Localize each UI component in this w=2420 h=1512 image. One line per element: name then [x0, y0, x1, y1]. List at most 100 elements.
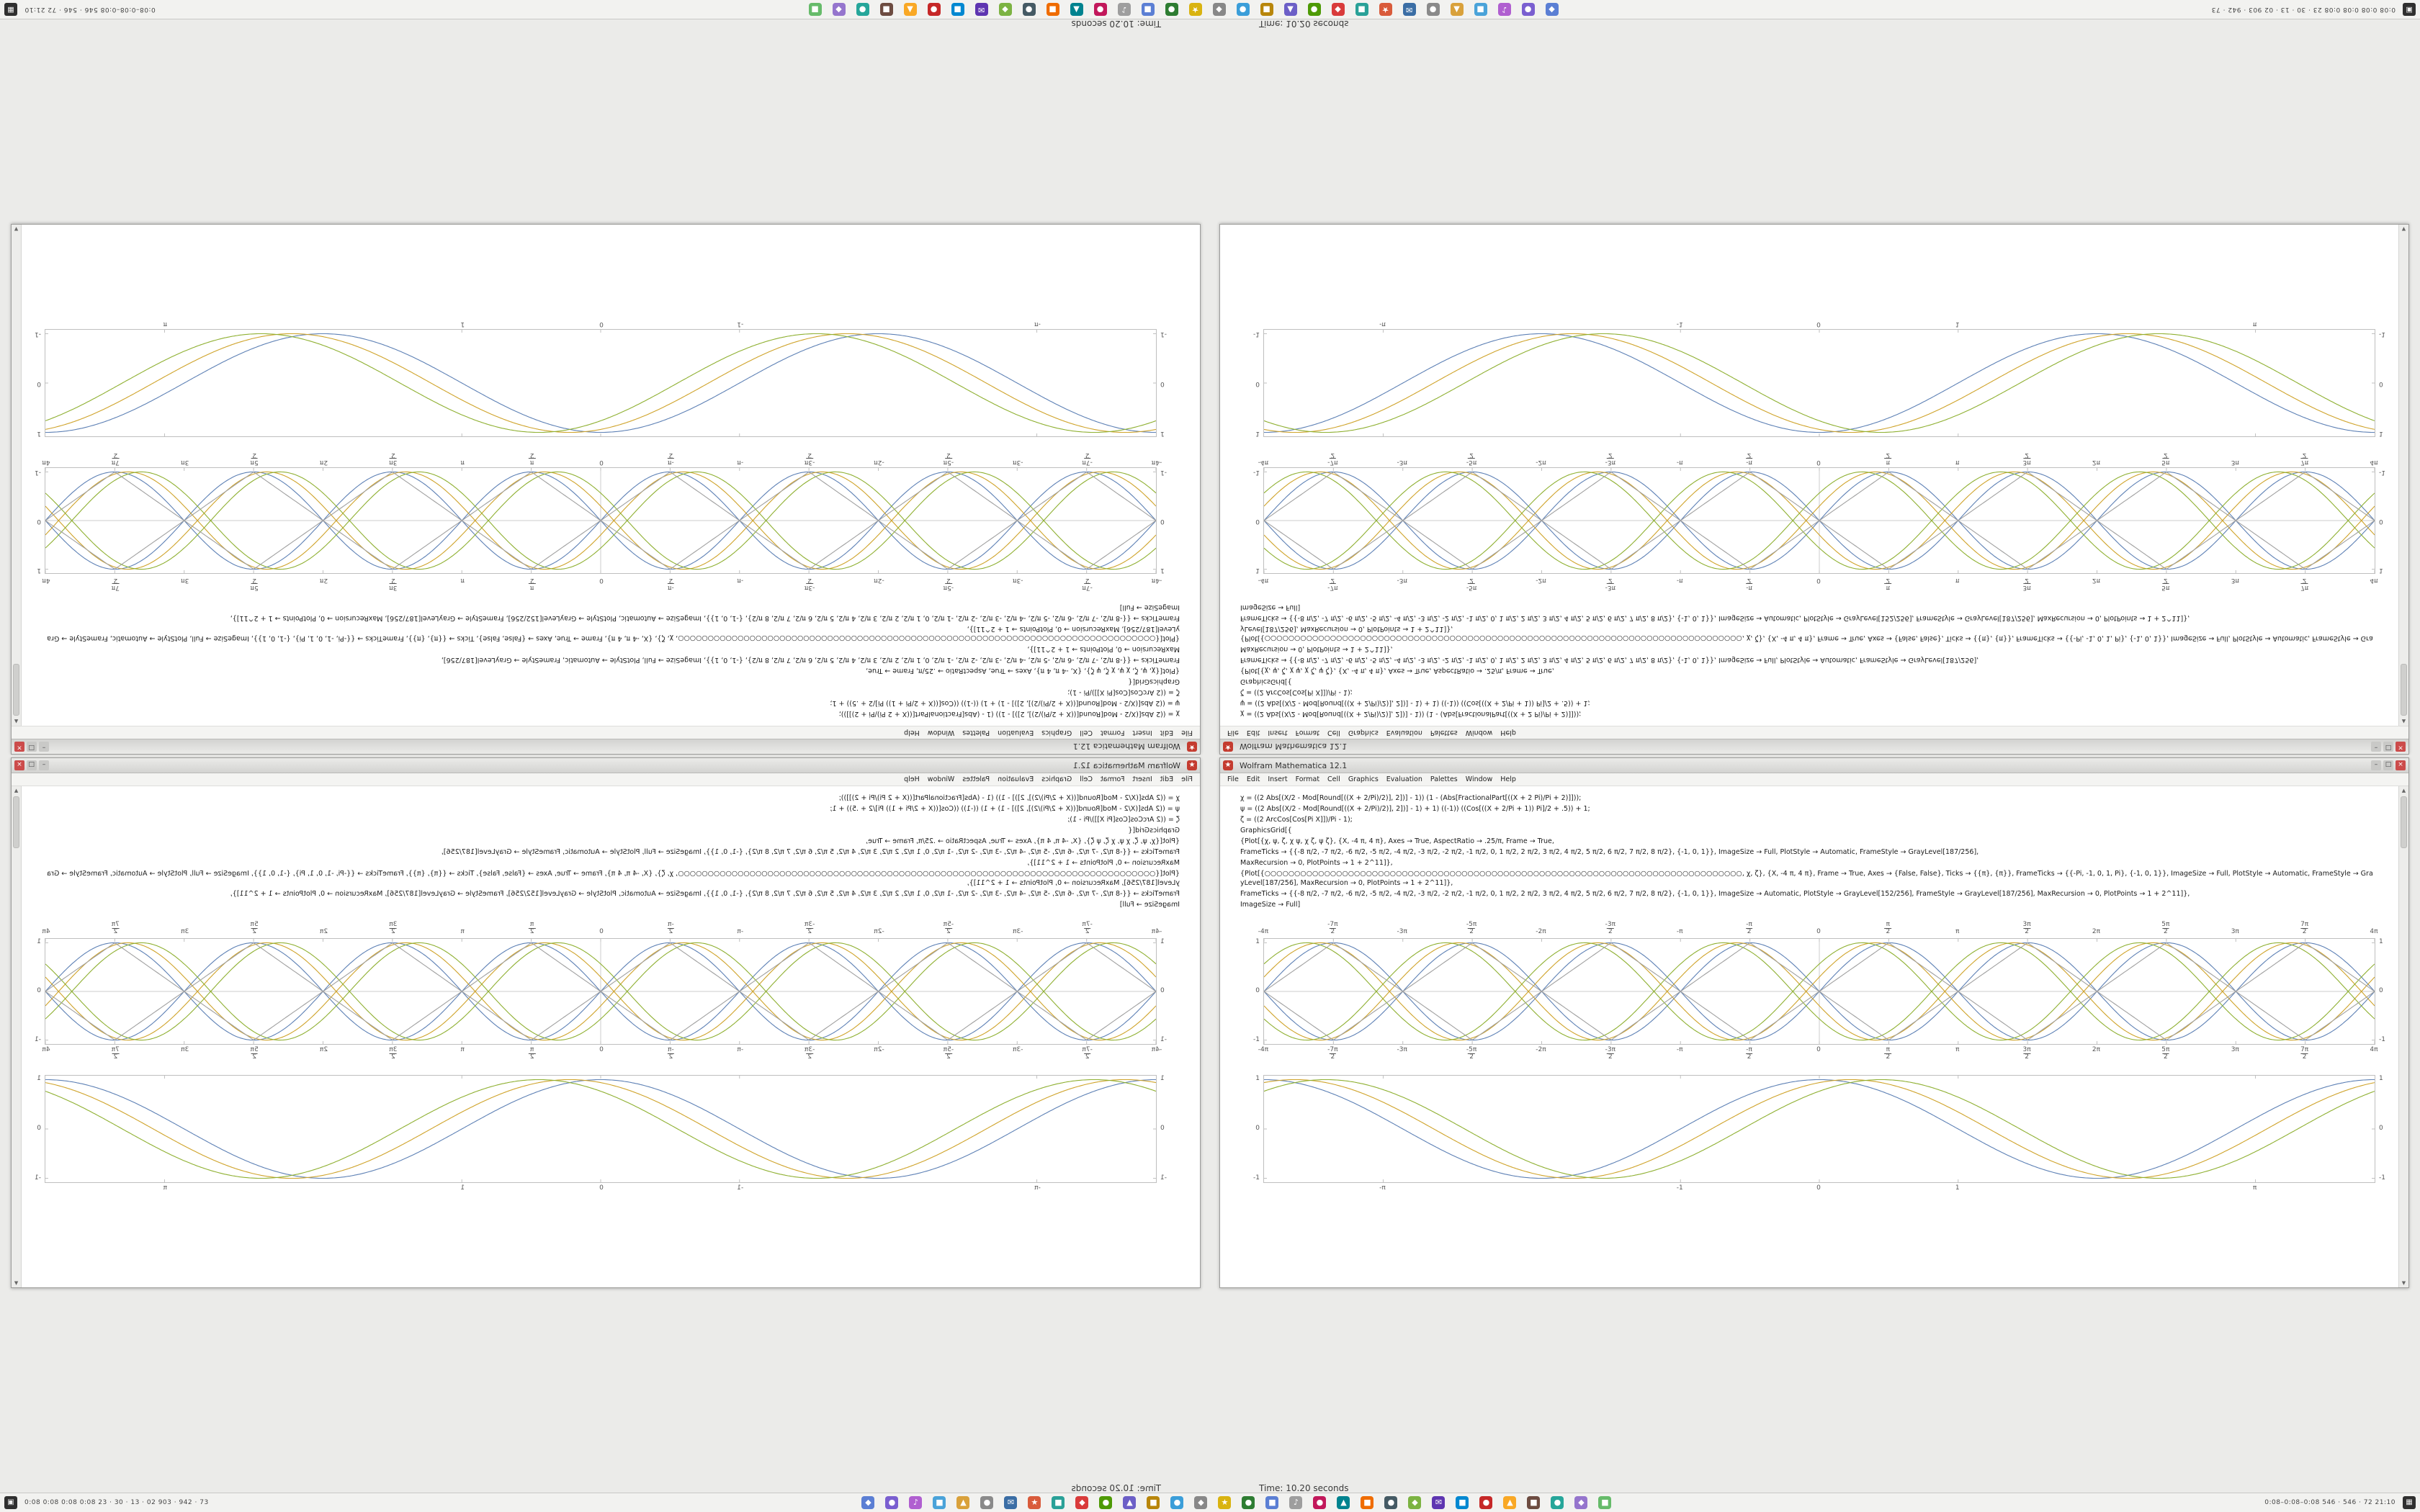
menu-item-help[interactable]: Help — [904, 729, 920, 737]
taskbar-app-icon[interactable]: ▲ — [956, 1496, 970, 1509]
taskbar-app-icon[interactable]: ■ — [808, 3, 822, 16]
menu-item-file[interactable]: File — [1181, 775, 1193, 783]
taskbar-app-icon[interactable]: ● — [1307, 3, 1321, 16]
close-button[interactable]: × — [14, 760, 24, 770]
taskbar-app-icon[interactable]: ■ — [1355, 3, 1368, 16]
menu-item-window[interactable]: Window — [927, 729, 955, 737]
menu-item-graphics[interactable]: Graphics — [1041, 729, 1072, 737]
taskbar-app-icon[interactable]: ■ — [951, 3, 964, 16]
close-button[interactable]: × — [2396, 760, 2406, 770]
taskbar-app-icon[interactable]: ● — [885, 1496, 899, 1509]
code-line[interactable]: {Plot[{χ, ψ, ζ, χ ψ, χ ζ, ψ ζ}, {X, -4 π… — [1240, 667, 1554, 675]
taskbar-app-icon[interactable]: ■ — [879, 3, 893, 16]
scroll-up-icon[interactable]: ▲ — [14, 719, 19, 724]
taskbar-app-icon[interactable]: ● — [1313, 1496, 1327, 1509]
taskbar-app-icon[interactable]: ■ — [1361, 1496, 1374, 1509]
code-line[interactable]: χ = ((2 Abs[(X/2 - Mod[Round[((X + 2/Pi)… — [838, 710, 1180, 718]
tray-icon[interactable]: ▦ — [2403, 1496, 2416, 1509]
window-titlebar[interactable]: ★ Wolfram Mathematica 12.1 – □ × — [1220, 739, 2408, 754]
taskbar-app-icon[interactable]: ● — [1165, 3, 1178, 16]
code-line[interactable]: ψ = ((2 Abs[(X/2 - Mod[Round[((X + 2/Pi)… — [1240, 805, 1590, 813]
menu-item-graphics[interactable]: Graphics — [1348, 729, 1379, 737]
code-line[interactable]: FrameTicks → {{-8 π/2, -7 π/2, -6 π/2, -… — [441, 656, 1180, 664]
code-line[interactable]: {Plot[{χ, ψ, ζ, χ ψ, χ ζ, ψ ζ}, {X, -4 π… — [866, 837, 1180, 845]
taskbar-app-icon[interactable]: ■ — [1598, 1496, 1612, 1509]
code-line[interactable]: {Plot[{χ, ψ, ζ, χ ψ, χ ζ, ψ ζ}, {X, -4 π… — [1240, 837, 1554, 845]
taskbar-app-icon[interactable]: ■ — [1052, 1496, 1065, 1509]
taskbar-app-icon[interactable]: ♪ — [909, 1496, 923, 1509]
taskbar-app-icon[interactable]: ● — [1236, 3, 1250, 16]
menu-item-edit[interactable]: Edit — [1160, 775, 1174, 783]
vertical-scrollbar[interactable]: ▲ ▼ — [12, 225, 22, 726]
code-line[interactable]: ImageSize → Full] — [1119, 901, 1180, 909]
taskbar-app-icon[interactable]: ■ — [933, 1496, 946, 1509]
taskbar-app-icon[interactable]: ■ — [1265, 1496, 1279, 1509]
taskbar-app-icon[interactable]: ◆ — [1075, 1496, 1089, 1509]
window-titlebar[interactable]: ★ Wolfram Mathematica 12.1 – □ × — [12, 758, 1200, 773]
menu-item-window[interactable]: Window — [1465, 775, 1493, 783]
taskbar-app-icon[interactable]: ● — [1521, 3, 1535, 16]
taskbar-app-icon[interactable]: ♪ — [1497, 3, 1511, 16]
vertical-scrollbar[interactable]: ▲ ▼ — [2398, 225, 2408, 726]
minimize-button[interactable]: – — [39, 760, 49, 770]
menu-item-file[interactable]: File — [1227, 775, 1239, 783]
menu-item-help[interactable]: Help — [1500, 729, 1516, 737]
scroll-up-icon[interactable]: ▲ — [2401, 719, 2406, 724]
scroll-down-icon[interactable]: ▼ — [14, 1280, 19, 1286]
code-line[interactable]: MaxRecursion → 0, PlotPoints → 1 + 2^11]… — [1027, 859, 1180, 867]
code-line[interactable]: {Plot[{○○○○○○○○○○○○○○○○○○○○○○○○○○○○○○○○○… — [47, 625, 1180, 642]
taskbar-app-icon[interactable]: ● — [1479, 1496, 1493, 1509]
menu-item-help[interactable]: Help — [904, 775, 920, 783]
taskbar-app-icon[interactable]: ★ — [1379, 3, 1392, 16]
menu-item-cell[interactable]: Cell — [1327, 775, 1340, 783]
taskbar-app-icon[interactable]: ● — [1093, 3, 1107, 16]
taskbar-app-icon[interactable]: ■ — [1260, 3, 1273, 16]
taskbar-app-icon[interactable]: ◆ — [832, 3, 846, 16]
window-titlebar[interactable]: ★ Wolfram Mathematica 12.1 – □ × — [12, 739, 1200, 754]
taskbar-app-icon[interactable]: ● — [1551, 1496, 1564, 1509]
code-line[interactable]: ImageSize → Full] — [1240, 603, 1301, 611]
window-titlebar[interactable]: ★ Wolfram Mathematica 12.1 – □ × — [1220, 758, 2408, 773]
menu-item-help[interactable]: Help — [1500, 775, 1516, 783]
taskbar-app-icon[interactable]: ♪ — [1289, 1496, 1303, 1509]
taskbar-app-icon[interactable]: ▲ — [1503, 1496, 1517, 1509]
code-line[interactable]: MaxRecursion → 0, PlotPoints → 1 + 2^11]… — [1240, 859, 1393, 867]
taskbar-app-icon[interactable]: ● — [980, 1496, 994, 1509]
maximize-button[interactable]: □ — [2383, 760, 2393, 770]
taskbar-app-icon[interactable]: ▲ — [903, 3, 917, 16]
taskbar-app-icon[interactable]: ▲ — [1283, 3, 1297, 16]
menu-item-window[interactable]: Window — [927, 775, 955, 783]
taskbar-app-icon[interactable]: ■ — [1141, 3, 1155, 16]
code-line[interactable]: ψ = ((2 Abs[(X/2 - Mod[Round[((X + 2/Pi)… — [1240, 699, 1590, 707]
code-line[interactable]: χ = ((2 Abs[(X/2 - Mod[Round[((X + 2/Pi)… — [1240, 794, 1582, 802]
taskbar-app-icon[interactable]: ◆ — [1408, 1496, 1422, 1509]
close-button[interactable]: × — [2396, 742, 2406, 752]
code-line[interactable]: ImageSize → Full] — [1119, 603, 1180, 611]
taskbar-app-icon[interactable]: ● — [1170, 1496, 1184, 1509]
taskbar-app-icon[interactable]: ▲ — [1123, 1496, 1137, 1509]
menu-item-insert[interactable]: Insert — [1268, 775, 1288, 783]
menu-item-format[interactable]: Format — [1100, 729, 1125, 737]
taskbar-app-icon[interactable]: ✉ — [1004, 1496, 1018, 1509]
taskbar-app-icon[interactable]: ★ — [1188, 3, 1202, 16]
maximize-button[interactable]: □ — [2383, 742, 2393, 752]
taskbar-app-icon[interactable]: ✉ — [974, 3, 988, 16]
code-line[interactable]: χ = ((2 Abs[(X/2 - Mod[Round[((X + 2/Pi)… — [1240, 710, 1582, 718]
code-line[interactable]: GraphicsGrid[{ — [1128, 827, 1180, 834]
scroll-up-icon[interactable]: ▲ — [2401, 788, 2406, 793]
scroll-thumb[interactable] — [2401, 796, 2407, 848]
menu-item-format[interactable]: Format — [1100, 775, 1125, 783]
code-line[interactable]: ImageSize → Full] — [1240, 901, 1301, 909]
scroll-thumb[interactable] — [2401, 664, 2407, 716]
taskbar-app-icon[interactable]: ● — [856, 3, 869, 16]
taskbar-app-icon[interactable]: ★ — [1028, 1496, 1041, 1509]
taskbar-app-icon[interactable]: ◆ — [1212, 3, 1226, 16]
minimize-button[interactable]: – — [39, 742, 49, 752]
menu-item-file[interactable]: File — [1181, 729, 1193, 737]
code-line[interactable]: {Plot[{○○○○○○○○○○○○○○○○○○○○○○○○○○○○○○○○○… — [47, 870, 1180, 887]
maximize-button[interactable]: □ — [27, 742, 37, 752]
maximize-button[interactable]: □ — [27, 760, 37, 770]
vertical-scrollbar[interactable]: ▲ ▼ — [2398, 786, 2408, 1287]
taskbar-app-icon[interactable]: ■ — [1527, 1496, 1541, 1509]
menu-item-window[interactable]: Window — [1465, 729, 1493, 737]
